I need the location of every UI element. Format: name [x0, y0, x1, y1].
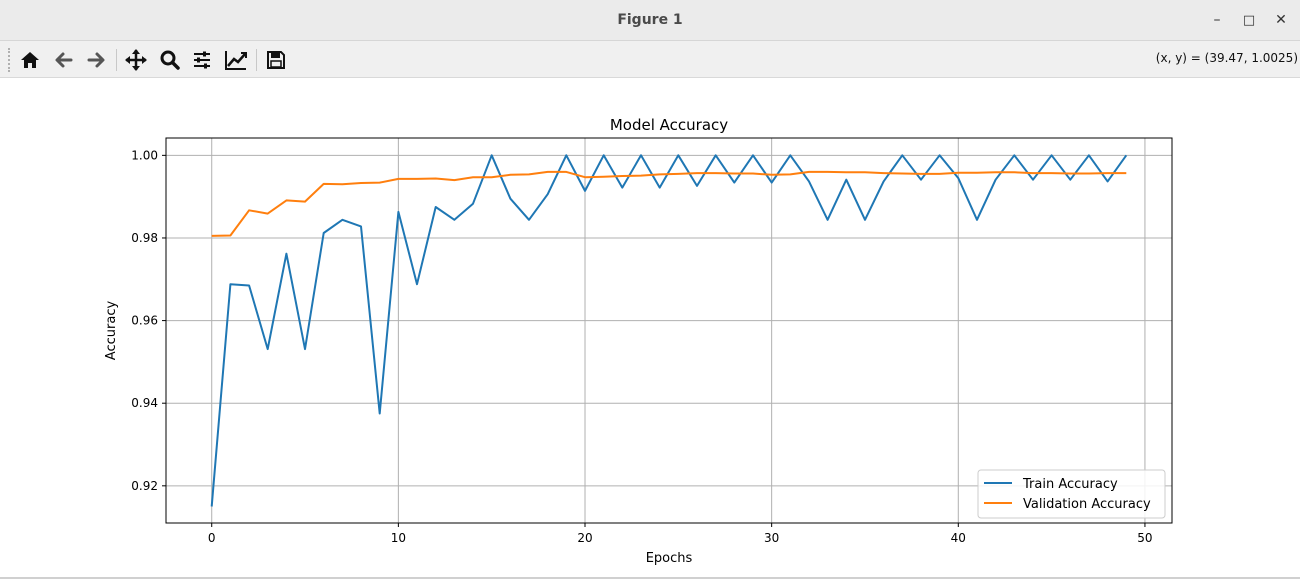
- home-icon[interactable]: [16, 46, 44, 74]
- toolbar-separator: [116, 49, 117, 71]
- x-tick-label: 0: [208, 531, 216, 545]
- line-chart: 0 10 20 30 40 50 0.92 0.94 0.96 0.98 1.00 Model A…: [0, 78, 1300, 579]
- x-tick-label: 30: [764, 531, 779, 545]
- zoom-icon[interactable]: [156, 46, 184, 74]
- minimize-button[interactable]: –: [1213, 12, 1221, 28]
- y-axis-ticks: 0.92 0.94 0.96 0.98 1.00: [131, 148, 166, 493]
- legend-label: Validation Accuracy: [1023, 497, 1151, 512]
- y-tick-label: 1.00: [131, 148, 158, 162]
- edit-axis-icon[interactable]: [222, 46, 250, 74]
- train-accuracy-line: [210, 154, 1128, 507]
- x-tick-label: 20: [577, 531, 592, 545]
- figure-canvas[interactable]: 0 10 20 30 40 50 0.92 0.94 0.96 0.98 1.00 Model A…: [0, 78, 1300, 579]
- series-lines: [210, 154, 1128, 507]
- navigation-toolbar: (x, y) = (39.47, 1.0025): [0, 41, 1300, 78]
- window-bottom-border: [0, 577, 1300, 579]
- forward-icon[interactable]: [82, 46, 110, 74]
- toolbar-separator: [256, 49, 257, 71]
- maximize-button[interactable]: □: [1242, 12, 1256, 28]
- legend-label: Train Accuracy: [1022, 477, 1118, 492]
- axes-frame: [165, 137, 1173, 524]
- y-tick-label: 0.96: [131, 314, 158, 328]
- x-axis-label: Epochs: [646, 551, 693, 566]
- x-tick-label: 50: [1137, 531, 1152, 545]
- back-icon[interactable]: [50, 46, 78, 74]
- chart-title: Model Accuracy: [610, 116, 728, 134]
- cursor-coordinates: (x, y) = (39.47, 1.0025): [1155, 51, 1298, 65]
- configure-icon[interactable]: [188, 46, 216, 74]
- toolbar-grip: [8, 48, 14, 72]
- y-tick-label: 0.94: [131, 396, 158, 410]
- y-tick-label: 0.92: [131, 479, 158, 493]
- y-tick-label: 0.98: [131, 231, 158, 245]
- x-tick-label: 40: [951, 531, 966, 545]
- window-title: Figure 1: [617, 12, 683, 28]
- validation-accuracy-line: [211, 170, 1127, 237]
- y-axis-label: Accuracy: [104, 301, 119, 361]
- close-button[interactable]: ✕: [1275, 12, 1287, 28]
- x-tick-label: 10: [391, 531, 406, 545]
- window-titlebar: Figure 1 – □ ✕: [0, 0, 1300, 41]
- legend-box: [977, 469, 1166, 519]
- pan-icon[interactable]: [122, 46, 150, 74]
- save-icon[interactable]: [262, 46, 290, 74]
- x-axis-ticks: 0 10 20 30 40 50: [208, 523, 1153, 545]
- legend: Train Accuracy Validation Accuracy: [977, 469, 1166, 519]
